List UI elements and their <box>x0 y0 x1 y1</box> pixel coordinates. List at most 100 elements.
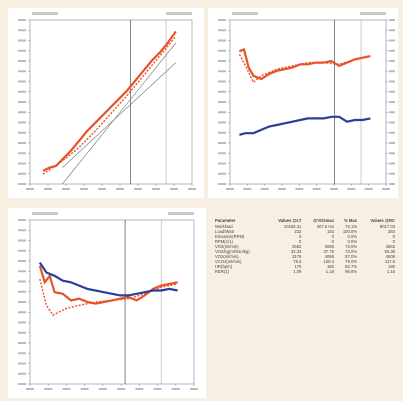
stats-cell: Workload <box>215 224 233 229</box>
y-tick-label-mark <box>218 172 226 175</box>
stats-cell: 3085 <box>324 244 334 249</box>
x-tick-label-mark <box>80 188 88 190</box>
stats-cell: 2562 <box>292 244 302 249</box>
stats-cell: 0 <box>331 239 334 244</box>
x-tick-label-mark <box>98 388 107 390</box>
stats-cell: 0.0% <box>347 239 358 244</box>
stats-cell: 73.0% <box>345 249 358 254</box>
chart-bottom-left <box>8 208 206 398</box>
stats-row: VO2(ml/min) 3179 4065 87.0% 4608 <box>214 254 396 259</box>
y-tick-label-mark <box>218 60 226 62</box>
y-tick-label-mark <box>18 121 26 124</box>
y2-tick-label-mark <box>389 39 395 42</box>
stats-cell: 0 <box>299 234 302 239</box>
x-tick-label-mark <box>62 388 71 390</box>
x-tick-label-mark <box>26 388 34 390</box>
stats-cell: 55.36 <box>384 249 395 254</box>
stats-cell: 32.33 <box>290 249 302 254</box>
y-tick-label-mark <box>18 60 26 62</box>
y-tick-label-mark <box>218 70 226 73</box>
y2-tick-label-mark <box>389 101 395 103</box>
y-tick-label-mark <box>18 239 26 242</box>
stats-cell: 117.6 <box>384 259 395 264</box>
y-tick-label-mark <box>18 19 26 21</box>
y-tick-label-mark <box>18 352 26 355</box>
stats-cell: 150 <box>326 264 334 269</box>
series-line <box>38 261 178 297</box>
stats-cell: 307.0 ms <box>316 224 334 229</box>
y-tick-label-mark <box>18 49 26 52</box>
stats-cell: 0 <box>392 239 395 244</box>
stats-cell: 180 <box>388 264 395 269</box>
y-tick-label-mark <box>18 111 26 114</box>
x-tick-label-mark <box>98 188 106 190</box>
y-tick-label-mark <box>18 362 26 365</box>
stats-cell: VO2(ml/min) <box>215 244 239 249</box>
x-tick-label-mark <box>190 388 198 390</box>
stats-cell: 82.7% <box>345 264 358 269</box>
series-line <box>238 54 371 84</box>
axis-header-mark-left <box>32 212 58 215</box>
axis-header-mark-right <box>166 12 192 15</box>
chart-top-right <box>208 8 398 198</box>
stats-cell: 9017.03 <box>379 224 395 229</box>
y-tick-label-mark <box>218 121 226 124</box>
stats-row: Workload 10155.31 307.0 ms 73.1% 9017.03 <box>214 224 396 229</box>
y-tick-label-mark <box>18 311 26 314</box>
axis-header-mark-right <box>168 212 194 215</box>
chart-top-right-svg <box>208 8 398 198</box>
stats-cell: 170 <box>294 264 302 269</box>
stats-cell: VO2(ml/min) <box>215 254 239 259</box>
y-tick-label-mark <box>18 142 26 144</box>
stats-cell: 0 <box>331 234 334 239</box>
y2-tick-label-mark <box>389 131 395 134</box>
stats-column-header: Values @RC <box>370 218 395 223</box>
stats-cell: 4608 <box>385 254 395 259</box>
stats-cell: 4563 <box>385 244 395 249</box>
y-tick-label-mark <box>18 29 26 32</box>
stats-row: VO2(ml/min) 2562 3085 73.0% 4563 <box>214 244 396 249</box>
x-tick-label-mark <box>26 188 34 190</box>
x-tick-label-mark <box>134 188 142 190</box>
x-tick-label-mark <box>171 388 180 390</box>
x-tick-label-mark <box>80 388 89 390</box>
stats-cell: 87.0% <box>345 254 358 259</box>
stats-column-header: Parameter <box>215 218 236 223</box>
chart-background <box>208 8 398 198</box>
stats-row: VCO2(ml/min) 79.3 100.4 79.0% 117.6 <box>214 259 396 264</box>
y2-tick-label-mark <box>389 80 395 83</box>
series-line <box>239 115 371 136</box>
y-tick-label-mark <box>218 49 226 52</box>
y-tick-label-mark <box>218 39 226 42</box>
y2-tick-label-mark <box>389 111 395 114</box>
y-tick-label-mark <box>18 131 26 134</box>
axis-header-mark-left <box>232 12 258 15</box>
y2-tick-label-mark <box>389 183 395 185</box>
stats-cell: 193 <box>326 229 334 234</box>
y-tick-label-mark <box>218 19 226 21</box>
x-tick-label-mark <box>44 388 53 390</box>
stats-cell: 37.78 <box>323 249 334 254</box>
y2-tick-label-mark <box>389 172 395 175</box>
y-tick-label-mark <box>18 162 26 165</box>
y2-tick-label-mark <box>389 70 395 73</box>
x-tick-label-mark <box>382 188 390 190</box>
y-tick-label-mark <box>18 321 26 324</box>
x-tick-label-mark <box>243 188 252 190</box>
x-tick-label-mark <box>170 188 178 190</box>
chart-background <box>8 208 206 398</box>
y-tick-label-mark <box>218 142 226 144</box>
y-tick-label-mark <box>18 229 26 232</box>
y2-tick-label-mark <box>389 162 395 165</box>
y-tick-label-mark <box>18 301 26 303</box>
y2-tick-label-mark <box>389 90 395 93</box>
stats-cell: 0.0% <box>347 234 358 239</box>
axis-header-mark-left <box>32 12 58 15</box>
stats-cell: 10155.31 <box>283 224 302 229</box>
x-tick-label-mark <box>135 388 144 390</box>
x-tick-label-mark <box>117 388 126 390</box>
stats-cell: 1.18 <box>325 269 334 274</box>
y2-tick-label-mark <box>389 142 395 144</box>
series-line <box>42 30 177 172</box>
stats-cell: 96.6% <box>345 269 358 274</box>
